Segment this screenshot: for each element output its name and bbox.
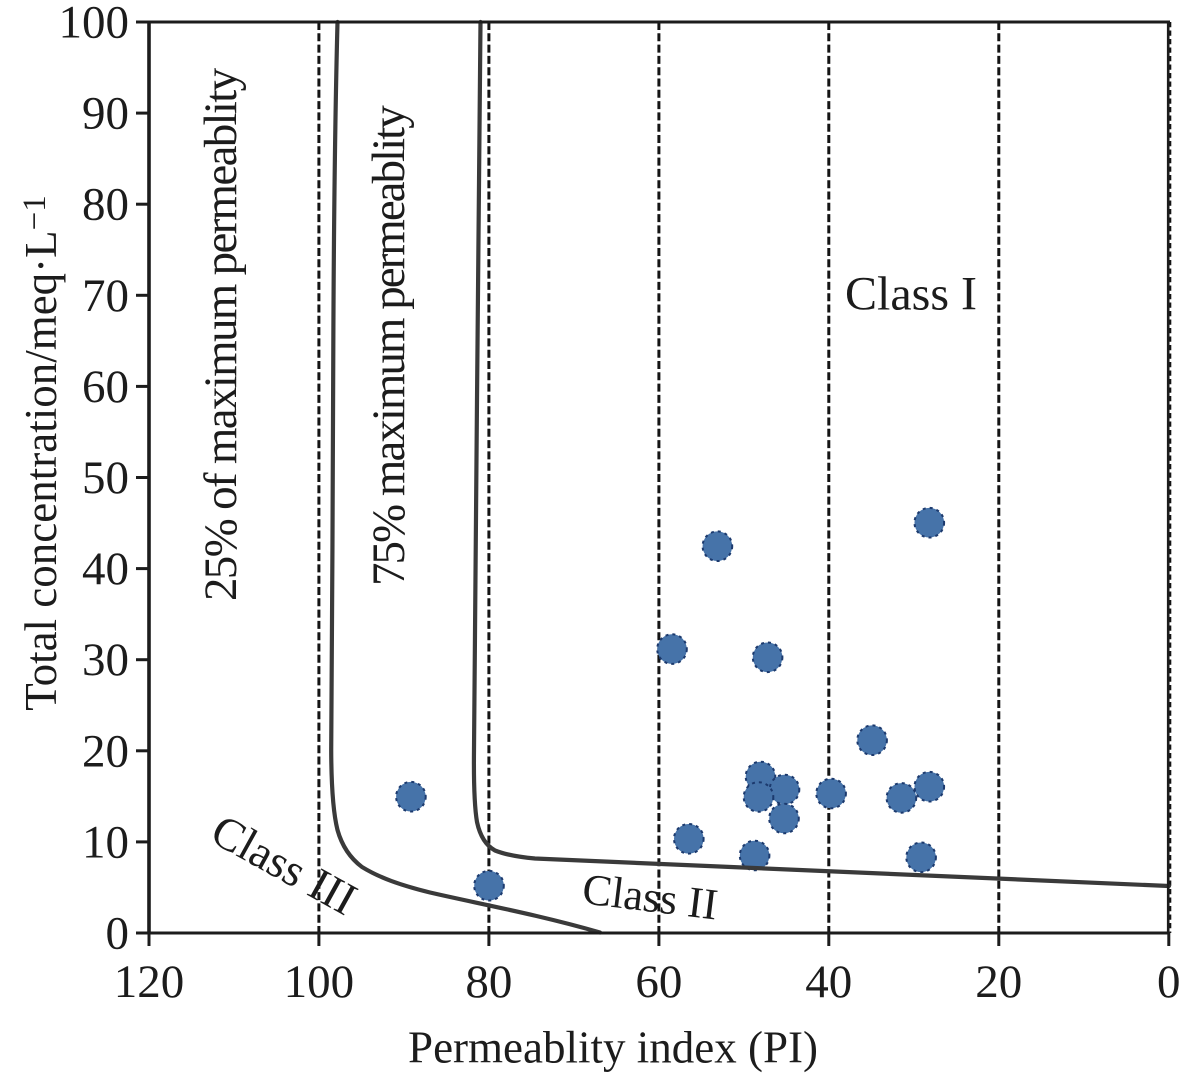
- svg-text:0: 0: [106, 908, 130, 960]
- svg-text:Total concentration/meq·L−1: Total concentration/meq·L−1: [16, 195, 66, 711]
- svg-text:Class I: Class I: [845, 268, 977, 321]
- svg-text:20: 20: [975, 956, 1022, 1008]
- svg-text:0: 0: [1157, 956, 1181, 1008]
- svg-text:50: 50: [82, 452, 129, 504]
- svg-text:75% maximum permeablity: 75% maximum permeablity: [363, 105, 415, 586]
- svg-text:10: 10: [82, 816, 129, 868]
- svg-text:90: 90: [82, 88, 129, 140]
- svg-text:40: 40: [805, 956, 852, 1008]
- svg-text:25% of maximum permeablity: 25% of maximum permeablity: [195, 67, 247, 601]
- svg-text:60: 60: [635, 956, 682, 1008]
- svg-text:120: 120: [114, 956, 185, 1008]
- svg-text:80: 80: [465, 956, 512, 1008]
- svg-text:70: 70: [82, 270, 129, 322]
- svg-text:80: 80: [82, 179, 129, 231]
- svg-text:20: 20: [82, 725, 129, 777]
- svg-text:40: 40: [82, 543, 129, 595]
- svg-text:100: 100: [284, 956, 355, 1008]
- svg-text:60: 60: [82, 361, 129, 413]
- svg-text:30: 30: [82, 634, 129, 686]
- svg-text:100: 100: [59, 0, 130, 49]
- svg-text:Permeablity index (PI): Permeablity index (PI): [408, 1023, 818, 1073]
